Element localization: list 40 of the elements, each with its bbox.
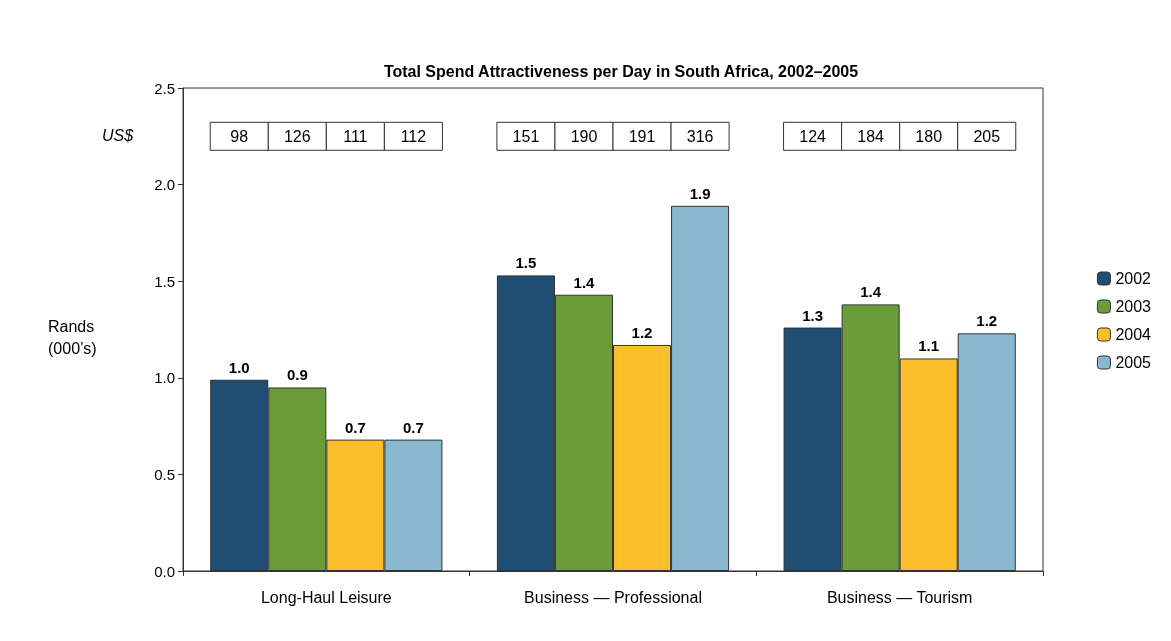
- legend-label: 2003: [1115, 298, 1152, 315]
- annotation: 111: [343, 127, 368, 145]
- y-tick-label: 0.0: [154, 562, 175, 580]
- data-label: 1.5: [515, 254, 537, 272]
- annotation: 316: [686, 127, 714, 145]
- annotation: 191: [628, 127, 656, 145]
- x-tick-label: Business — Tourism: [826, 588, 973, 606]
- annotation: 184: [857, 127, 885, 145]
- text: US$: [102, 126, 135, 144]
- data-label: 0.7: [344, 418, 366, 436]
- y-tick-label: 1.0: [154, 369, 175, 387]
- legend-label: 2002: [1115, 270, 1152, 287]
- legend-label: 2004: [1115, 326, 1152, 343]
- x-tick-label: Long-Haul Leisure: [260, 588, 392, 606]
- y-axis-title: Rands (000’s): [48, 317, 97, 357]
- data-label: 0.9: [286, 366, 308, 384]
- y-tick-label: 0.5: [154, 465, 175, 483]
- annotation: 124: [799, 127, 827, 145]
- data-label: 1.2: [976, 312, 998, 330]
- annotation: 126: [283, 127, 311, 145]
- y-tick-label: 2.5: [154, 79, 175, 97]
- data-label: 1.1: [918, 337, 940, 355]
- data-label: 1.4: [573, 273, 596, 291]
- annotation: 190: [570, 127, 598, 145]
- annotation: 205: [973, 127, 1001, 145]
- chart-title: Total Spend Attractiveness per Day in South Africa, 2002–2005: [383, 62, 859, 80]
- x-tick-label: Business — Professional: [524, 588, 702, 606]
- data-label: 1.3: [802, 306, 824, 324]
- data-label: 0.7: [402, 418, 424, 436]
- annotation: 98: [230, 127, 249, 145]
- annotation: 180: [915, 127, 943, 145]
- y-tick-label: 2.0: [154, 176, 175, 194]
- data-label: 1.0: [228, 358, 250, 376]
- data-label: 1.2: [631, 323, 653, 341]
- legend-label: 2005: [1115, 354, 1152, 371]
- data-label: 1.4: [860, 283, 882, 301]
- data-label: 1.9: [689, 184, 711, 202]
- annotation: 151: [512, 127, 540, 145]
- annotation: 112: [400, 127, 427, 145]
- y-tick-label: 1.5: [154, 272, 175, 290]
